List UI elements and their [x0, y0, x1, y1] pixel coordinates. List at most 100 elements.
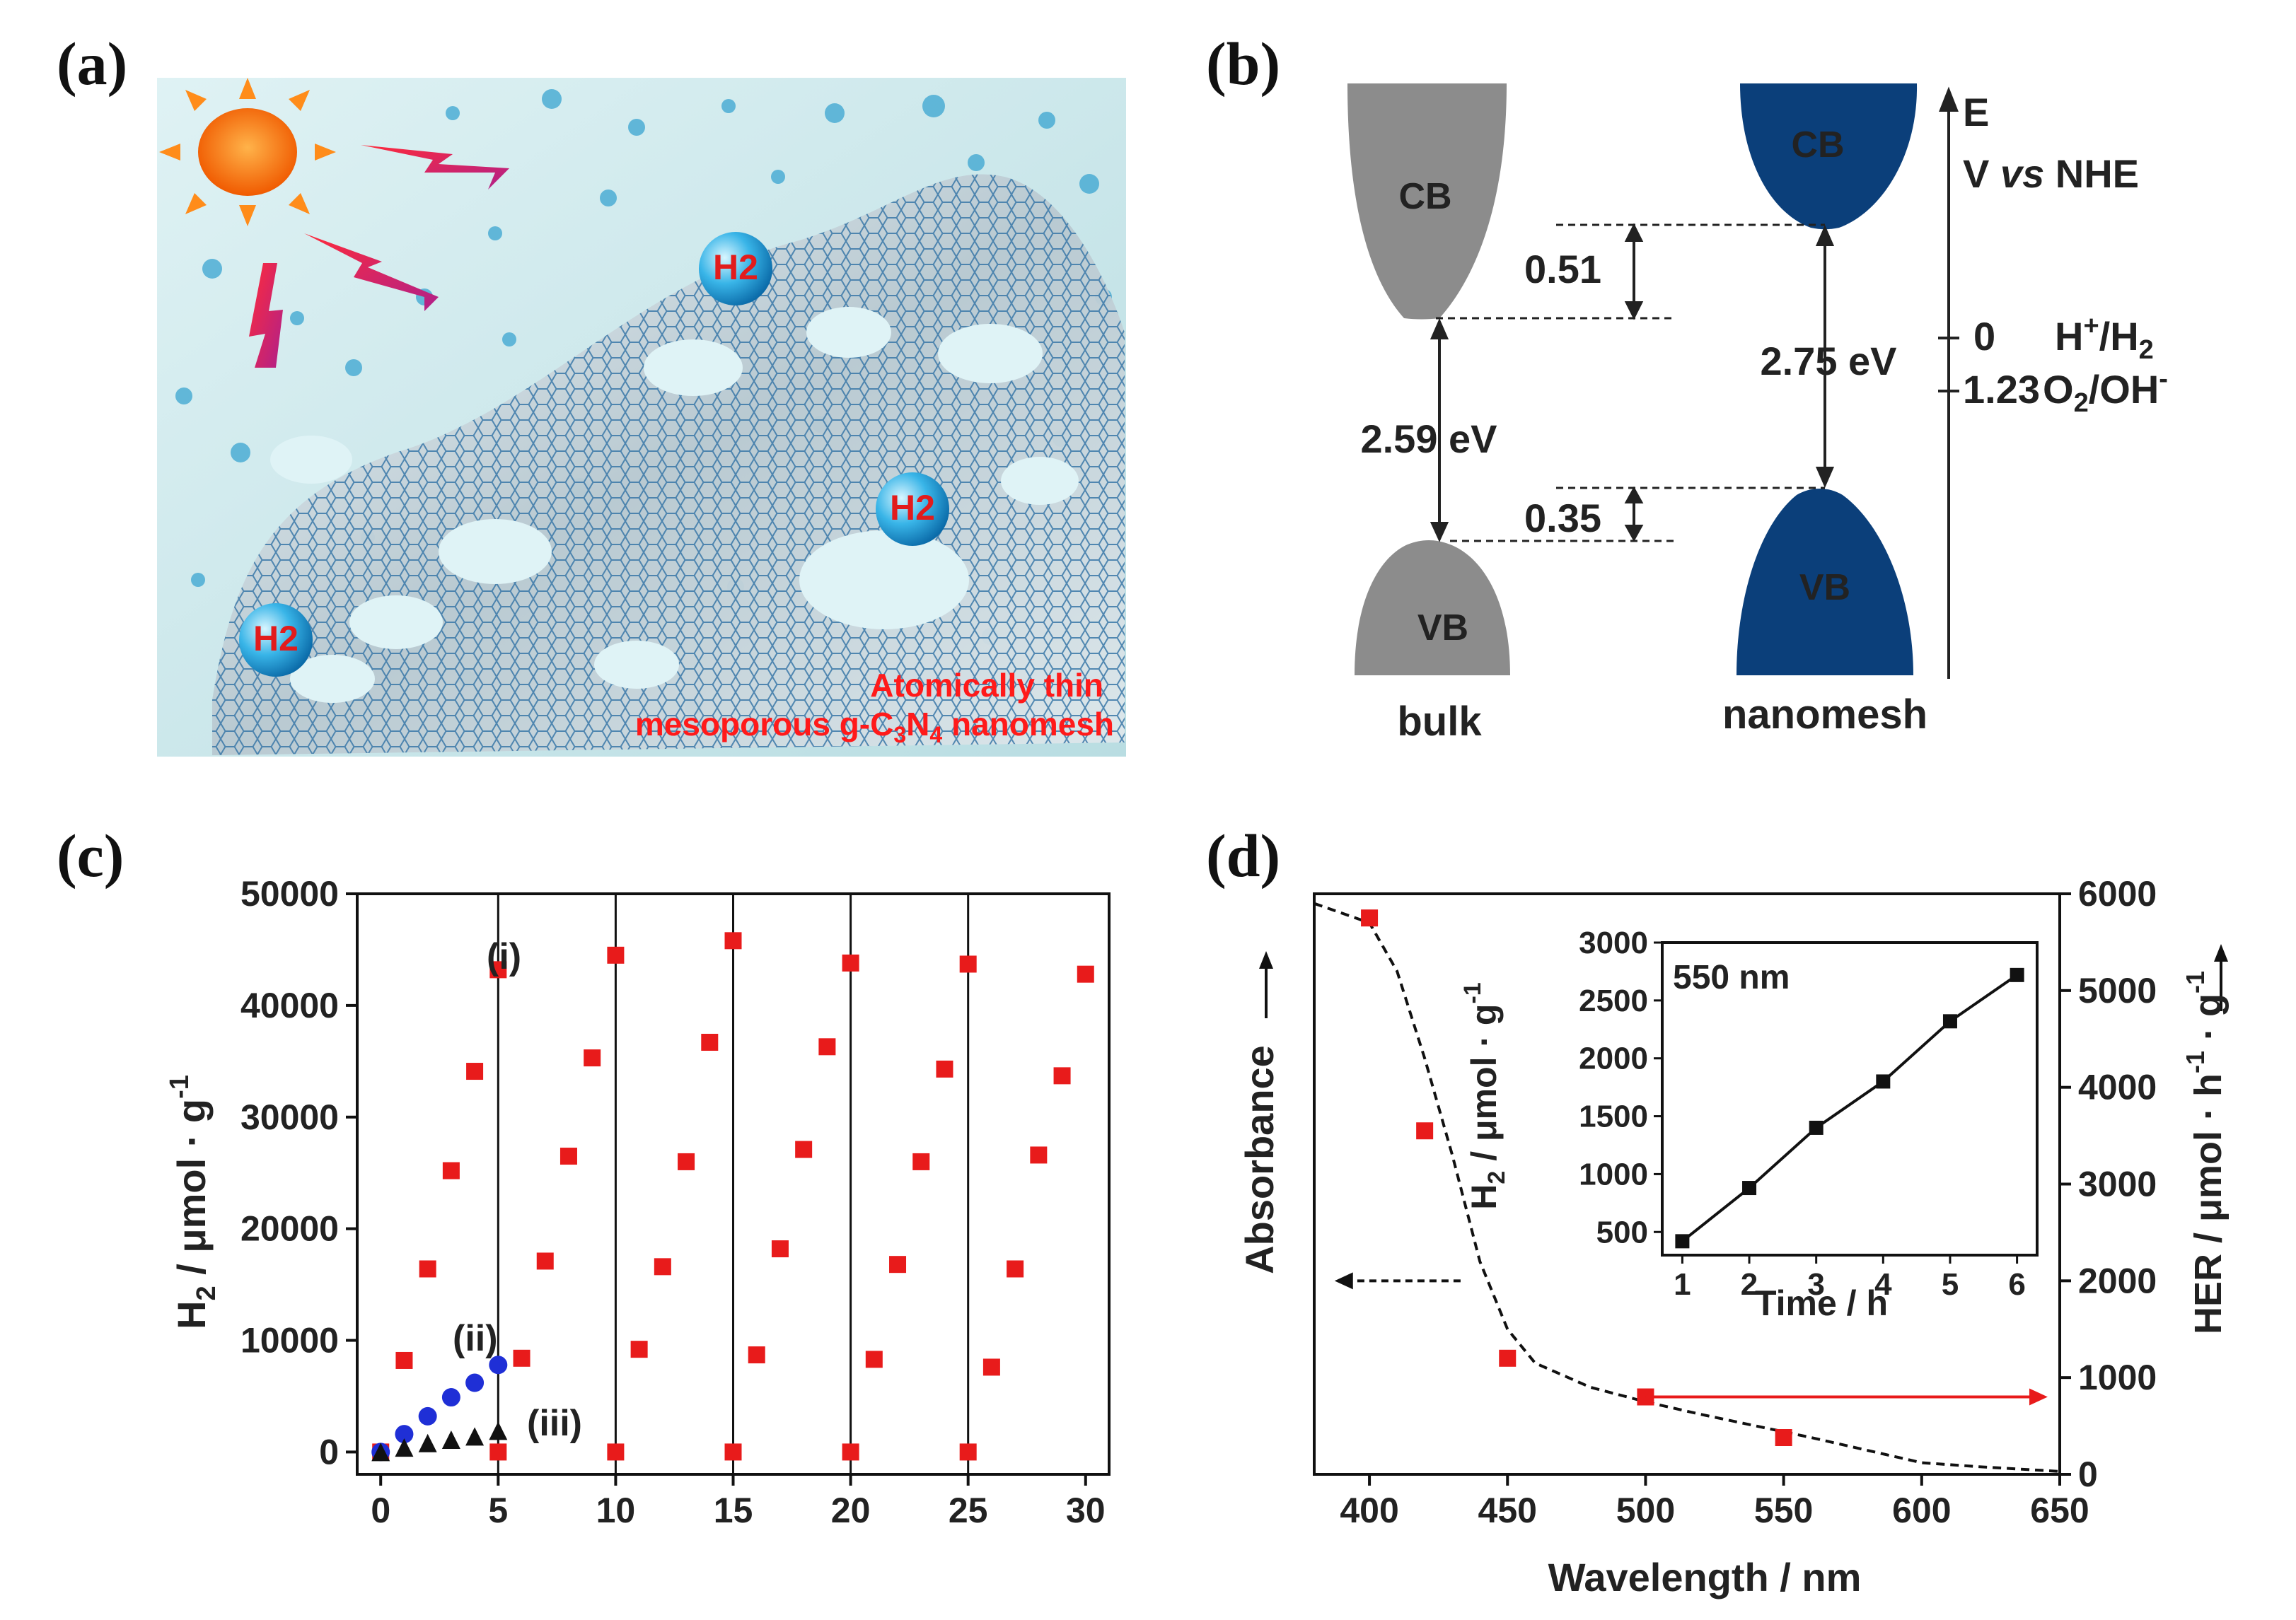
series-label-iii: (iii) — [527, 1403, 582, 1444]
d-y-tick-label: 1000 — [2078, 1358, 2157, 1397]
her-data-point — [1361, 909, 1379, 927]
water-droplet-icon — [1095, 289, 1112, 305]
c-y-tick-label: 20000 — [240, 1209, 339, 1249]
d-x-tick-label: 450 — [1478, 1491, 1537, 1530]
water-droplet-icon — [1038, 112, 1055, 129]
sun-icon — [159, 78, 336, 226]
c-data-point — [842, 1443, 859, 1461]
inset-y-axis-label: H2 / μmol · g-1 — [1459, 982, 1510, 1209]
c-data-point — [936, 1060, 953, 1078]
her-axis-arrowhead — [2029, 1388, 2048, 1406]
water-droplet-icon — [542, 89, 562, 109]
c-y-tick-label: 50000 — [240, 874, 339, 914]
nanomesh-vb-band — [1737, 489, 1913, 675]
bulk-cb-label: CB — [1398, 176, 1451, 217]
c-data-point — [959, 955, 977, 973]
inset-line — [1681, 974, 2018, 1242]
c-x-tick-label: 30 — [1066, 1491, 1106, 1530]
axis-v-label: V vs NHE — [1963, 151, 2139, 196]
water-droplet-icon — [721, 99, 736, 113]
c-data-point — [584, 1049, 601, 1067]
caption-line2: mesoporous g-C3N4 nanomesh — [635, 706, 1114, 747]
level-1-value: 1.23 — [1963, 367, 2040, 412]
c-x-tick-label: 25 — [949, 1491, 988, 1530]
c-data-point — [912, 1153, 930, 1170]
bulk-vb-band — [1355, 540, 1510, 675]
water-droplet-icon — [1079, 174, 1099, 194]
h2-bubble-label: H2 — [253, 619, 298, 658]
c-x-tick-label: 15 — [714, 1491, 753, 1530]
c-data-point — [889, 1256, 907, 1274]
inset-label: 550 nm — [1673, 959, 1790, 996]
panel-label-d: (d) — [1206, 822, 1281, 890]
absorbance-axis-arrowhead — [1334, 1272, 1353, 1290]
her-data-point — [1775, 1429, 1792, 1447]
bulk-label: bulk — [1397, 699, 1482, 745]
c-data-point — [1077, 965, 1094, 983]
inset-x-tick-label: 2 — [1741, 1267, 1758, 1302]
d-x-tick-label: 600 — [1892, 1491, 1951, 1530]
water-droplet-icon — [825, 103, 845, 123]
inset-y-tick-label: 1000 — [1579, 1157, 1648, 1191]
c-data-point — [395, 1438, 414, 1457]
c-data-point — [513, 1349, 530, 1367]
cb-shift-label: 0.51 — [1524, 247, 1601, 291]
water-droplet-icon — [982, 628, 999, 645]
inset-x-tick-label: 3 — [1807, 1267, 1824, 1302]
inset-data-point — [1675, 1234, 1690, 1249]
d-x-tick-label: 500 — [1616, 1491, 1675, 1530]
water-droplet-icon — [290, 311, 304, 325]
water-droplet-icon — [446, 106, 460, 120]
d-y-axis-right-label: HER / μmol · h-1 · g-1 — [2181, 971, 2230, 1334]
water-droplet-icon — [628, 119, 645, 136]
c-y-tick-label: 40000 — [240, 986, 339, 1025]
series-label-ii: (ii) — [453, 1318, 498, 1359]
c-plot-frame — [356, 892, 1111, 1476]
d-y-tick-label: 0 — [2078, 1455, 2098, 1494]
c-data-point — [395, 1425, 414, 1444]
c-data-point — [441, 1388, 460, 1407]
c-data-point — [418, 1433, 437, 1452]
nanomesh-cb-band — [1740, 83, 1918, 230]
her-data-point — [1499, 1349, 1517, 1367]
h2-bubble-icon — [239, 232, 949, 677]
c-y-tick-label: 0 — [319, 1432, 339, 1472]
c-data-point — [630, 1341, 648, 1358]
c-data-point — [865, 1351, 883, 1368]
water-droplet-icon — [416, 289, 433, 305]
d-x-axis-label: Wavelength / nm — [1548, 1555, 1862, 1599]
d-x-tick-label: 650 — [2030, 1491, 2089, 1530]
water-droplet-icon — [727, 578, 744, 595]
water-droplet-icon — [502, 332, 516, 346]
bulk-cb-band — [1347, 83, 1507, 320]
c-data-point — [465, 1427, 485, 1446]
c-data-point — [724, 932, 742, 950]
series-label-i: (i) — [487, 936, 521, 977]
water-droplet-icon — [361, 530, 375, 544]
vb-shift-label: 0.35 — [1524, 496, 1601, 540]
water-droplet-icon — [922, 95, 945, 117]
her-data-point — [1416, 1122, 1434, 1140]
water-droplet-icon — [488, 226, 502, 240]
inset-y-tick-label: 2000 — [1579, 1042, 1648, 1076]
d-x-tick-label: 400 — [1340, 1491, 1398, 1530]
c-data-point — [536, 1252, 554, 1270]
d-y-tick-label: 3000 — [2078, 1165, 2157, 1204]
level-dashed-lines — [1436, 223, 1825, 542]
inset-frame — [1661, 941, 2039, 1257]
her-data-point — [1637, 1388, 1654, 1406]
inset-x-tick-label: 5 — [1942, 1267, 1959, 1302]
c-y-axis-label: H2 / μmol · g-1 — [165, 1075, 221, 1329]
c-data-point — [395, 1351, 413, 1369]
left-axis-up-arrowhead — [1259, 951, 1273, 969]
nanomesh-gap-label: 2.75 eV — [1760, 339, 1896, 383]
d-y-tick-label: 6000 — [2078, 874, 2157, 914]
h2-bubble-label: H2 — [890, 488, 935, 528]
water-droplet-icon — [458, 670, 475, 687]
d-y-tick-label: 4000 — [2078, 1068, 2157, 1107]
water-droplet-icon — [175, 387, 192, 404]
inset-x-tick-label: 1 — [1674, 1267, 1691, 1302]
c-data-point — [559, 1148, 577, 1165]
